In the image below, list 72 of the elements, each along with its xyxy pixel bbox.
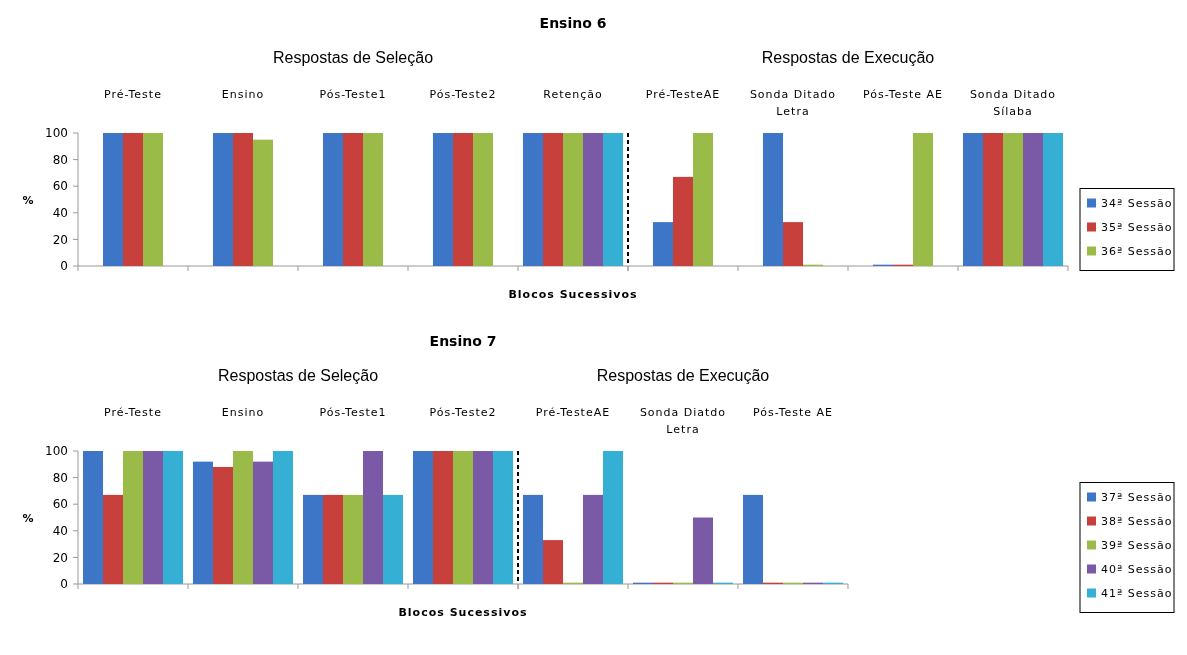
- chart-title: Ensino 7: [429, 333, 497, 349]
- bar: [303, 494, 323, 584]
- bar: [103, 494, 123, 584]
- chart-subtitle: Respostas de Seleção: [217, 367, 379, 384]
- bar: [143, 451, 163, 584]
- x-tick-label: Sonda Ditado Letra: [749, 88, 837, 118]
- y-tick-label: 100: [45, 126, 68, 141]
- bar: [433, 451, 453, 584]
- x-tick-label: Pós-Teste2: [429, 406, 497, 419]
- bar: [163, 451, 183, 584]
- x-tick-label: Pré-TesteAE: [645, 88, 721, 101]
- legend-label: 40ª Sessão: [1101, 563, 1173, 577]
- y-tick-label: 20: [52, 232, 68, 247]
- legend-label: 36ª Sessão: [1101, 245, 1173, 259]
- bar: [603, 451, 623, 584]
- legend-label: 41ª Sessão: [1101, 587, 1173, 601]
- x-tick-label: Ensino: [221, 406, 265, 419]
- x-tick-label: Pós-Teste AE: [752, 406, 834, 419]
- x-tick-label: Pré-Teste: [104, 88, 162, 101]
- bar: [693, 517, 713, 584]
- chart-subtitle: Respostas de Seleção: [272, 49, 434, 66]
- x-axis-title: Blocos Sucessivos: [398, 606, 528, 619]
- y-tick-label: 60: [52, 179, 68, 194]
- x-tick-label: Pós-Teste1: [319, 406, 387, 419]
- bar: [123, 451, 143, 584]
- x-tick-label: Sonda Diatdo Letra: [639, 406, 727, 436]
- y-tick-label: 100: [45, 444, 68, 459]
- x-tick-label: Retenção: [543, 88, 603, 101]
- x-tick-label: Pré-Teste: [104, 406, 162, 419]
- bar: [583, 494, 603, 584]
- bar: [453, 451, 473, 584]
- y-axis-title: %: [22, 511, 34, 525]
- bar: [743, 494, 763, 584]
- bar: [83, 451, 103, 584]
- y-tick-label: 0: [60, 577, 68, 592]
- x-tick-label: Sonda Ditado Sílaba: [969, 88, 1057, 118]
- chart-subtitle: Respostas de Execução: [761, 49, 935, 66]
- bar: [363, 451, 383, 584]
- bar: [493, 451, 513, 584]
- y-tick-label: 40: [52, 524, 68, 538]
- x-tick-label: Pós-Teste AE: [862, 88, 944, 101]
- bar: [543, 540, 563, 584]
- legend-label: 38ª Sessão: [1101, 515, 1173, 529]
- y-tick-label: 80: [52, 470, 68, 485]
- bar: [213, 466, 233, 584]
- bar: [193, 461, 213, 584]
- chart-title: Ensino 6: [539, 15, 607, 31]
- y-tick-label: 20: [52, 550, 68, 565]
- bar: [383, 494, 403, 584]
- legend-label: 34ª Sessão: [1101, 197, 1173, 211]
- y-tick-label: 40: [52, 206, 68, 220]
- y-tick-label: 60: [52, 497, 68, 512]
- bar: [473, 451, 493, 584]
- bar: [233, 451, 253, 584]
- bar: [273, 451, 293, 584]
- bar: [343, 494, 363, 584]
- x-tick-label: Pré-TesteAE: [535, 406, 611, 419]
- x-tick-label: Pós-Teste2: [429, 88, 497, 101]
- y-tick-label: 0: [60, 259, 68, 274]
- bar: [413, 451, 433, 584]
- legend-label: 39ª Sessão: [1101, 539, 1173, 553]
- y-axis-title: %: [22, 193, 34, 207]
- legend-label: 37ª Sessão: [1101, 491, 1173, 505]
- bar: [253, 461, 273, 584]
- x-tick-label: Ensino: [221, 88, 265, 101]
- x-tick-label: Pós-Teste1: [319, 88, 387, 101]
- bar: [323, 494, 343, 584]
- bar: [523, 494, 543, 584]
- x-axis-title: Blocos Sucessivos: [508, 288, 638, 301]
- chart-subtitle: Respostas de Execução: [596, 367, 770, 384]
- legend-label: 35ª Sessão: [1101, 221, 1173, 235]
- y-tick-label: 80: [52, 152, 68, 167]
